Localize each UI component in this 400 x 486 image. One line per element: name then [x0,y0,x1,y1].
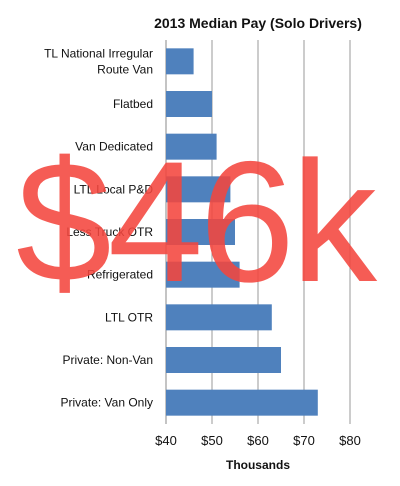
category-label: Flatbed [113,97,153,111]
x-tick-labels: $40 $50 $60 $70 $80 [155,433,361,448]
x-axis-title: Thousands [226,458,290,472]
bar [166,261,240,288]
pay-overlay-text: $46k [16,126,377,318]
x-tick-label: $40 [155,433,177,448]
bar [166,219,235,245]
x-tick-label: $60 [247,433,269,448]
category-label: TL National Irregular Route Van [44,46,153,76]
bar [166,389,318,416]
category-label: Less Truck OTR [66,225,153,239]
chart-title: 2013 Median Pay (Solo Drivers) [154,15,362,31]
category-label: LTL Local P&D [74,182,154,196]
bars [166,48,318,416]
x-tick-label: $80 [339,433,361,448]
category-labels: TL National Irregular Route Van Flatbed Van… [44,46,153,409]
bar [166,347,281,373]
category-label: Refrigerated [87,268,153,282]
category-label: Van Dedicated [75,140,153,154]
x-tick-label: $50 [201,433,223,448]
category-label: Private: Van Only [61,396,153,410]
x-tick-label: $70 [293,433,315,448]
bar [166,133,217,160]
bar [166,176,231,203]
bar [166,91,212,117]
bar [166,304,272,331]
bar [166,48,194,75]
category-label: LTL OTR [105,310,153,324]
category-label: Private: Non-Van [63,353,154,367]
